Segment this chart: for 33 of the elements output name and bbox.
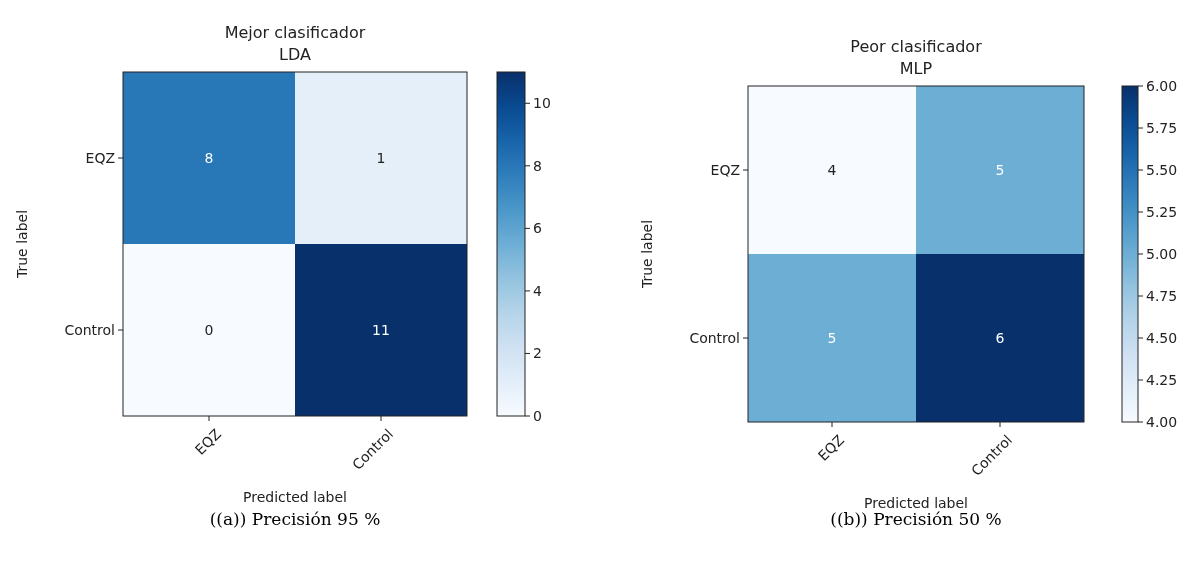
- x-axis-title: Predicted label: [242, 489, 348, 505]
- data-label: 6: [995, 329, 1005, 346]
- color-bar-label: 6.00: [1146, 77, 1178, 94]
- color-bar-label: 4.50: [1146, 329, 1178, 346]
- color-bar-label: 0: [533, 407, 542, 424]
- data-label: 5: [995, 161, 1005, 178]
- color-bar-label: 4.25: [1146, 371, 1178, 388]
- y-axis-title: True label: [14, 209, 30, 280]
- data-label: 5: [827, 329, 837, 346]
- color-bar-label: 6: [533, 220, 542, 237]
- text: ((b)) Precisión 50 %: [830, 509, 1002, 529]
- data-label: 0: [204, 321, 214, 338]
- chart-subtitle: LDA: [279, 45, 311, 64]
- color-bar-label: 5.25: [1146, 203, 1178, 220]
- color-bar-label: 4.75: [1146, 287, 1178, 304]
- color-bar-label: 5.50: [1146, 161, 1178, 178]
- color-bar-label: 5.00: [1146, 245, 1178, 262]
- color-bar-label: 4.00: [1146, 413, 1178, 430]
- chart-title: Mejor clasificador: [224, 23, 366, 42]
- data-label: 4: [827, 161, 837, 178]
- data-label: 11: [372, 321, 390, 338]
- text: ((a)) Precisión 95 %: [209, 509, 381, 529]
- data-label: 8: [204, 149, 214, 166]
- chart-subtitle: MLP: [899, 59, 933, 78]
- chart-title: Peor clasificador: [850, 37, 983, 56]
- color-bar-label: 8: [533, 157, 542, 174]
- color-bar-label: 10: [533, 95, 551, 112]
- color-bar-label: 2: [533, 345, 542, 362]
- data-label: 1: [376, 149, 386, 166]
- y-axis-title: True label: [639, 219, 655, 290]
- x-axis-title: Predicted label: [863, 495, 969, 511]
- color-bar-label: 5.75: [1146, 119, 1178, 136]
- color-bar-label: 4: [533, 282, 542, 299]
